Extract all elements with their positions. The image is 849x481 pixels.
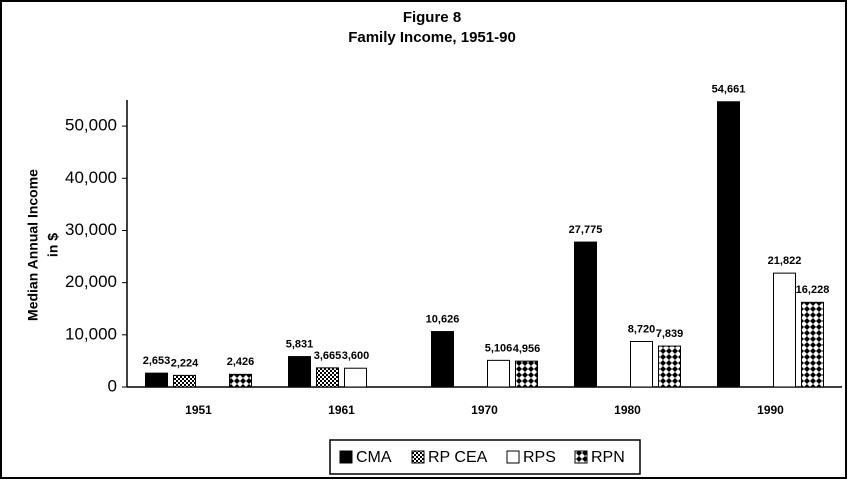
bar — [145, 372, 168, 388]
bar — [574, 241, 597, 388]
legend-label: RPN — [591, 449, 625, 466]
value-label: 27,775 — [569, 224, 603, 236]
legend-swatch — [574, 450, 588, 464]
value-label: 3,600 — [342, 350, 370, 362]
bar — [801, 301, 824, 388]
value-label: 7,839 — [656, 328, 684, 340]
legend-swatch — [339, 450, 353, 464]
bar — [658, 345, 681, 388]
bar — [630, 340, 653, 388]
y-tick-label: 20,000 — [65, 272, 117, 291]
legend-swatch — [411, 450, 425, 464]
chart-title: Figure 8 — [403, 9, 461, 26]
value-label: 2,653 — [143, 355, 171, 367]
y-axis-label: in $ — [45, 233, 61, 257]
value-label: 16,228 — [796, 284, 830, 296]
value-label: 21,822 — [768, 255, 802, 267]
value-label: 10,626 — [426, 313, 460, 325]
bar — [344, 367, 367, 388]
x-tick-label: 1951 — [185, 403, 212, 417]
legend-label: RPS — [523, 449, 556, 466]
legend-swatch — [506, 450, 520, 464]
x-tick-label: 1961 — [328, 403, 355, 417]
bar — [288, 356, 311, 388]
y-tick-label: 30,000 — [65, 220, 117, 239]
value-label: 2,224 — [171, 357, 199, 369]
bar — [173, 374, 196, 388]
x-tick-label: 1970 — [471, 403, 498, 417]
value-label: 8,720 — [628, 323, 656, 335]
bar — [773, 272, 796, 388]
x-tick-label: 1990 — [757, 403, 784, 417]
value-label: 3,665 — [314, 350, 342, 362]
bar — [717, 101, 740, 388]
bar — [229, 373, 252, 388]
value-label: 5,106 — [485, 342, 513, 354]
bar — [487, 359, 510, 388]
value-label: 4,956 — [513, 343, 541, 355]
value-label: 5,831 — [286, 338, 314, 350]
legend-label: CMA — [356, 449, 392, 466]
legend-box — [329, 439, 641, 475]
y-axis-label: Median Annual Income — [25, 169, 41, 321]
y-tick-label: 50,000 — [65, 116, 117, 135]
legend-label: RP CEA — [428, 449, 488, 466]
y-tick-label: 40,000 — [65, 168, 117, 187]
y-tick-label: 10,000 — [65, 324, 117, 343]
y-tick-label: 0 — [108, 376, 117, 395]
chart-title: Family Income, 1951-90 — [348, 29, 516, 46]
bar — [431, 331, 454, 388]
bar — [515, 360, 538, 388]
value-label: 54,661 — [712, 84, 746, 96]
x-tick-label: 1980 — [614, 403, 641, 417]
bar — [316, 367, 339, 388]
value-label: 2,426 — [227, 356, 255, 368]
